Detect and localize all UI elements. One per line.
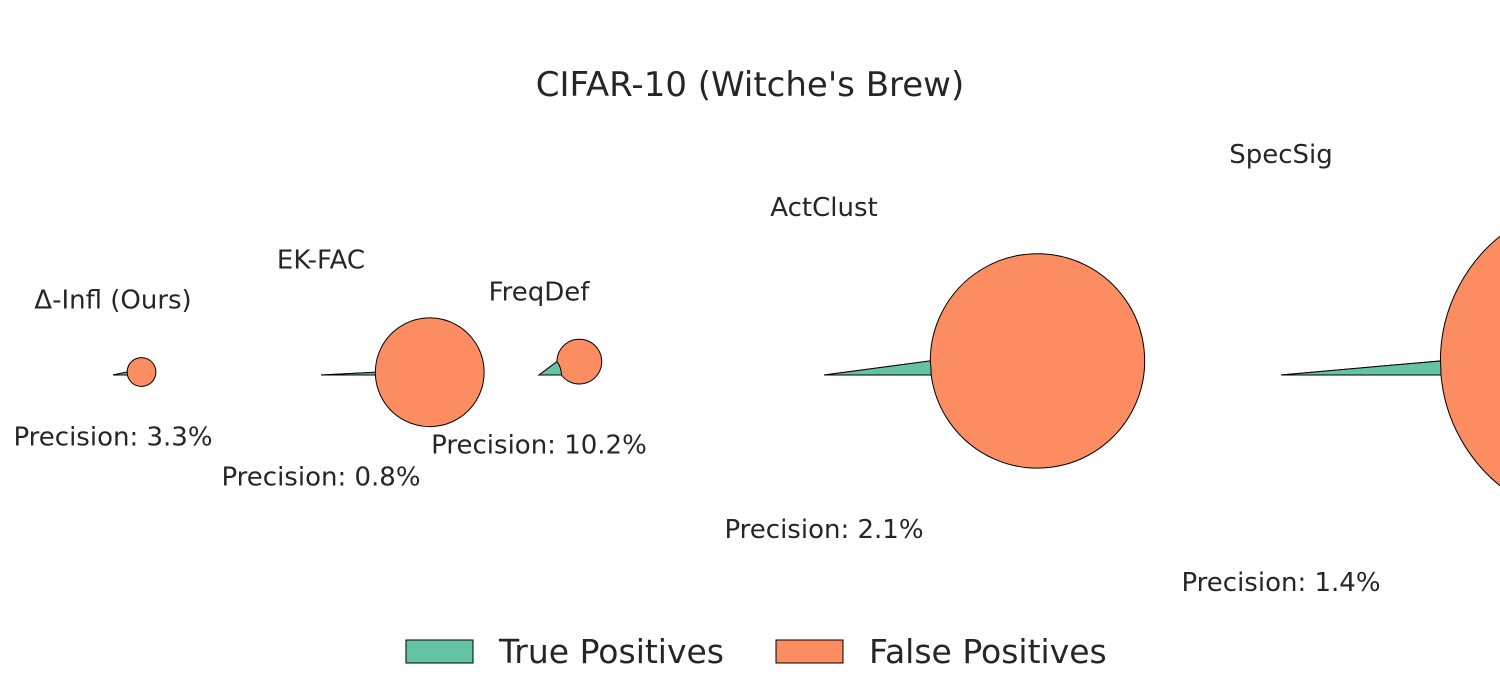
pie-name-label-infl-ours: Δ-Infl (Ours): [34, 286, 191, 316]
legend-swatch-true-positives: [405, 639, 474, 664]
pie-slice-true-positives-specsig: [1280, 360, 1442, 376]
pie-precision-label-specsig: Precision: 1.4%: [1181, 568, 1380, 598]
legend-swatch-false-positives: [775, 639, 844, 664]
pie-precision-label-infl-ours: Precision: 3.3%: [13, 422, 212, 452]
legend: True Positives False Positives: [405, 632, 1107, 671]
legend-label-true-positives: True Positives: [498, 632, 724, 671]
pie-slice-false-positives-freqdef: [537, 338, 603, 385]
pie-slice-false-positives-specsig: [1280, 235, 1500, 487]
pie-slice-true-positives-infl-ours: [112, 371, 128, 376]
pie-slice-true-positives-ek-fac: [320, 371, 376, 376]
pie-precision-label-freqdef: Precision: 10.2%: [431, 430, 647, 460]
pie-slice-false-positives-actclust: [823, 253, 1146, 469]
pie-slice-false-positives-infl-ours: [112, 357, 157, 387]
pie-precision-label-ek-fac: Precision: 0.8%: [221, 462, 420, 492]
pie-name-label-ek-fac: EK-FAC: [277, 246, 365, 276]
chart-title: CIFAR-10 (Witche's Brew): [536, 65, 965, 105]
pie-slice-true-positives-actclust: [823, 360, 932, 376]
pie-name-label-specsig: SpecSig: [1229, 140, 1333, 170]
pie-slice-false-positives-ek-fac: [320, 317, 485, 428]
pie-name-label-freqdef: FreqDef: [489, 278, 591, 308]
pies-group: Δ-Infl (Ours) Precision: 3.3% EK-FAC Precis…: [13, 140, 1500, 598]
pie-precision-label-actclust: Precision: 2.1%: [724, 515, 923, 545]
pie-name-label-actclust: ActClust: [770, 193, 877, 223]
legend-label-false-positives: False Positives: [869, 632, 1107, 671]
pie-slice-true-positives-freqdef: [537, 360, 562, 376]
